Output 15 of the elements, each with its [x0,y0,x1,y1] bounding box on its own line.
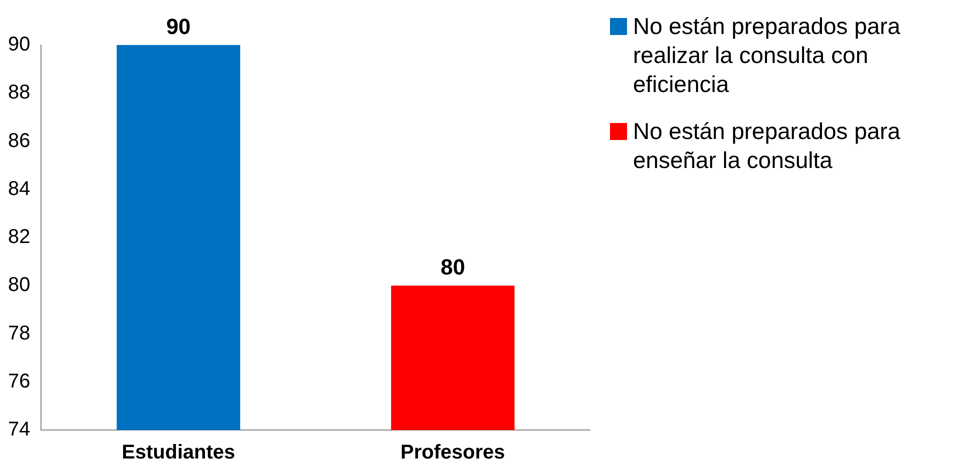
y-tick-label: 78 [8,322,30,344]
y-tick-label: 90 [8,34,30,56]
y-tick-label: 76 [8,370,30,392]
y-tick-label: 84 [8,178,30,200]
y-tick-label: 86 [8,130,30,152]
y-tick-label: 88 [8,82,30,104]
y-tick-label: 74 [8,418,30,441]
data-label: 80 [440,254,466,280]
y-tick-label: 80 [8,274,30,296]
data-label: 90 [166,14,191,40]
legend-label: No están preparados para realizar la consulta con eficiencia [633,12,902,99]
x-tick-label: Profesores [400,442,506,464]
legend-label: No están preparados para enseñar la consulta [633,117,902,175]
x-tick-label: Estudiantes [122,442,236,464]
y-tick-label: 82 [8,226,30,248]
